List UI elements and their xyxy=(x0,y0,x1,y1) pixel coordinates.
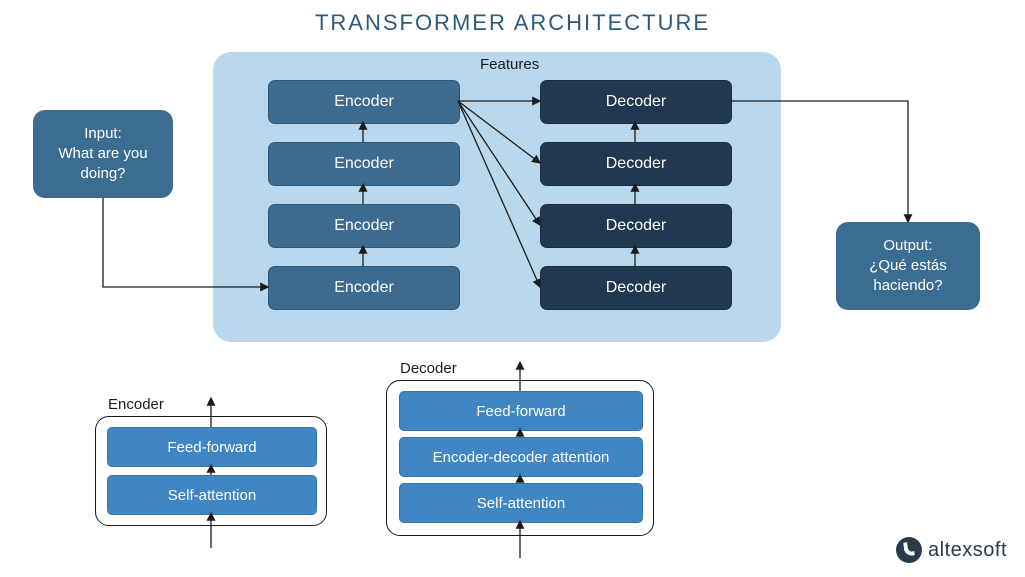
output-box: Output: ¿Qué estás haciendo? xyxy=(836,222,980,310)
encoder-block-1: Encoder xyxy=(268,142,460,186)
encoder-block-0: Encoder xyxy=(268,80,460,124)
encoder-detail-label: Encoder xyxy=(108,396,164,413)
features-label: Features xyxy=(480,56,539,73)
input-line-1: What are you xyxy=(58,144,147,164)
decoder-detail-block-2: Self-attention xyxy=(399,483,643,523)
decoder-block-3: Decoder xyxy=(540,266,732,310)
input-line-0: Input: xyxy=(58,124,147,144)
encoder-detail-block-1: Self-attention xyxy=(107,475,317,515)
input-line-2: doing? xyxy=(58,164,147,184)
decoder-detail-label: Decoder xyxy=(400,360,457,377)
decoder-detail-block-1: Encoder-decoder attention xyxy=(399,437,643,477)
output-line-1: ¿Qué estás xyxy=(869,256,947,276)
diagram-title: TRANSFORMER ARCHITECTURE xyxy=(0,10,1025,36)
decoder-block-1: Decoder xyxy=(540,142,732,186)
input-box: Input: What are you doing? xyxy=(33,110,173,198)
output-line-0: Output: xyxy=(869,236,947,256)
output-line-2: haciendo? xyxy=(869,276,947,296)
decoder-block-2: Decoder xyxy=(540,204,732,248)
encoder-block-2: Encoder xyxy=(268,204,460,248)
encoder-detail-block-0: Feed-forward xyxy=(107,427,317,467)
encoder-block-3: Encoder xyxy=(268,266,460,310)
logo-icon xyxy=(896,537,922,563)
decoder-block-0: Decoder xyxy=(540,80,732,124)
logo: altexsoft xyxy=(896,537,1007,563)
logo-text: altexsoft xyxy=(928,539,1007,562)
decoder-detail-block-0: Feed-forward xyxy=(399,391,643,431)
